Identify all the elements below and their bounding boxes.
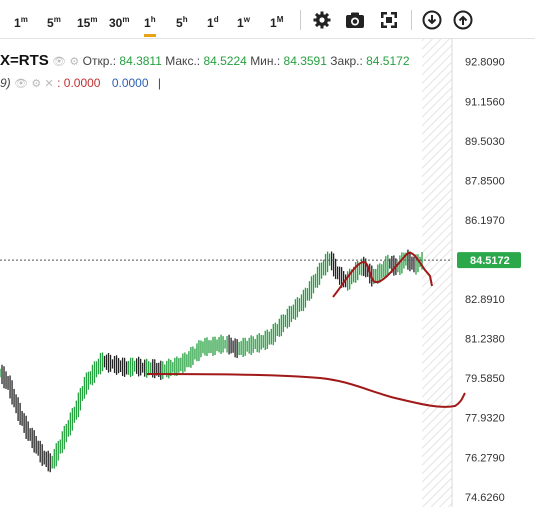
interval-button-1m[interactable]: 1m bbox=[14, 9, 28, 31]
interval-number: 5 bbox=[47, 16, 54, 30]
interval-unit: m bbox=[20, 15, 28, 24]
interval-button-1w[interactable]: 1w bbox=[237, 9, 250, 31]
close-label: Закр.: bbox=[330, 54, 363, 68]
y-tick-label: 82.8910 bbox=[465, 294, 505, 306]
interval-button-5m[interactable]: 5m bbox=[47, 9, 61, 31]
y-tick-label: 79.5850 bbox=[465, 373, 505, 385]
interval-button-30m[interactable]: 30m bbox=[109, 9, 129, 31]
price-chart[interactable]: 92.8090 91.1560 89.5030 87.8500 86.1970 82.89… bbox=[0, 38, 535, 507]
interval-number: 1 bbox=[270, 16, 277, 30]
settings-small-icon[interactable]: ⚙ bbox=[69, 56, 80, 68]
y-tick-label: 76.2790 bbox=[465, 452, 505, 464]
indicator-prefix: 9) bbox=[0, 76, 11, 90]
y-tick-label: 81.2380 bbox=[465, 334, 505, 346]
interval-button-1d[interactable]: 1d bbox=[207, 9, 219, 31]
y-tick-label: 74.6260 bbox=[465, 492, 505, 504]
toolbar-divider bbox=[411, 10, 412, 30]
visibility-icon[interactable]: 👁 bbox=[52, 56, 67, 68]
last-price-tag-bg bbox=[457, 252, 521, 269]
interval-unit: h bbox=[150, 15, 156, 24]
interval-unit: m bbox=[122, 15, 130, 24]
y-tick-label: 77.9320 bbox=[465, 413, 505, 425]
close-value: 84.5172 bbox=[366, 54, 410, 68]
interval-button-15m[interactable]: 15m bbox=[77, 9, 97, 31]
interval-button-5h[interactable]: 5h bbox=[176, 9, 188, 31]
high-value: 84.5224 bbox=[203, 54, 247, 68]
interval-unit: m bbox=[90, 15, 98, 24]
y-tick-label: 91.1560 bbox=[465, 96, 505, 108]
close-small-icon[interactable]: ✕ bbox=[44, 78, 54, 90]
symbol-name[interactable]: X=RTS bbox=[0, 52, 49, 69]
interval-button-1M[interactable]: 1M bbox=[270, 9, 283, 31]
interval-number: 15 bbox=[77, 16, 91, 30]
visibility-icon[interactable]: 👁 bbox=[14, 78, 28, 90]
interval-unit: w bbox=[243, 15, 250, 24]
indicator-value-1: : 0.0000 bbox=[57, 76, 101, 90]
chart-toolbar: 1m 5m 15m 30m 1h 5h 1d 1w 1M bbox=[0, 0, 535, 39]
interval-number: 1 bbox=[237, 16, 244, 30]
annotation-stroke-top bbox=[332, 251, 433, 298]
last-price-value: 84.5172 bbox=[470, 255, 510, 267]
candles-group bbox=[0, 249, 423, 473]
indicator-legend: 9) 👁 ⚙ ✕ : 0.0000 0.0000 | bbox=[0, 76, 161, 90]
ohlc-legend: X=RTS 👁 ⚙ Откр.: 84.3811 Макс.: 84.5224 … bbox=[0, 52, 410, 69]
y-tick-label: 86.1970 bbox=[465, 215, 505, 227]
indicator-value-2: 0.0000 bbox=[111, 76, 149, 90]
interval-unit: d bbox=[213, 15, 219, 24]
settings-small-icon[interactable]: ⚙ bbox=[31, 78, 42, 90]
y-tick-label: 87.8500 bbox=[465, 175, 505, 187]
interval-number: 1 bbox=[207, 16, 214, 30]
interval-number: 1 bbox=[14, 16, 21, 30]
high-label: Макс.: bbox=[165, 54, 201, 68]
last-price-tag: 84.5172 bbox=[457, 252, 521, 269]
open-value: 84.3811 bbox=[119, 54, 162, 68]
toolbar-divider bbox=[300, 10, 301, 30]
interval-number: 30 bbox=[109, 16, 123, 30]
price-axis: 92.8090 91.1560 89.5030 87.8500 86.1970 82.89… bbox=[465, 57, 505, 504]
settings-icon[interactable] bbox=[311, 9, 333, 31]
low-value: 84.3591 bbox=[283, 54, 327, 68]
interval-button-1h[interactable]: 1h bbox=[144, 9, 156, 37]
drawing-annotations bbox=[146, 251, 466, 408]
indicator-cursor: | bbox=[157, 76, 161, 90]
fullscreen-icon[interactable] bbox=[378, 9, 400, 31]
upload-icon[interactable] bbox=[452, 9, 474, 31]
y-tick-label: 89.5030 bbox=[465, 136, 505, 148]
interval-unit: h bbox=[182, 15, 188, 24]
y-tick-label: 92.8090 bbox=[465, 57, 505, 69]
camera-icon[interactable] bbox=[344, 9, 366, 31]
interval-number: 1 bbox=[144, 16, 151, 30]
download-icon[interactable] bbox=[421, 9, 443, 31]
interval-unit: M bbox=[276, 15, 284, 24]
interval-number: 5 bbox=[176, 16, 183, 30]
low-label: Мин.: bbox=[250, 54, 281, 68]
interval-unit: m bbox=[53, 15, 61, 24]
open-label: Откр.: bbox=[82, 54, 117, 68]
annotation-stroke-bottom bbox=[146, 373, 466, 408]
